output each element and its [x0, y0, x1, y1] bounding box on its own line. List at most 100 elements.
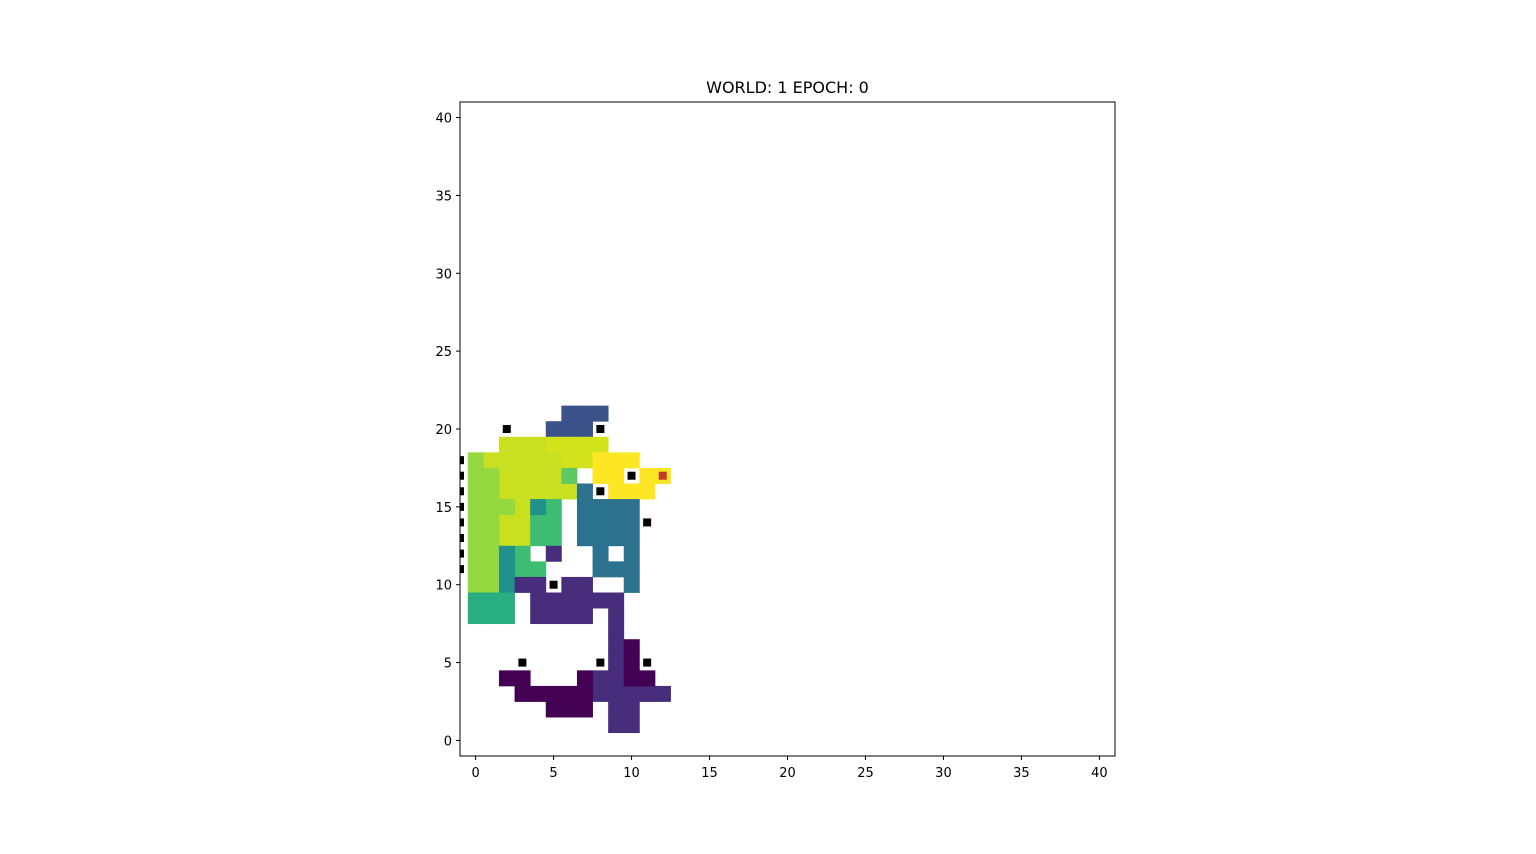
cell-6-17 [561, 467, 578, 484]
cell-5-13 [545, 530, 562, 547]
x-tick-label: 35 [1013, 766, 1030, 781]
cell-4-16 [530, 483, 547, 500]
marker-8-20 [596, 425, 605, 433]
cell-9-17 [608, 467, 625, 484]
cell-4-11 [530, 561, 547, 578]
cell-2-13 [498, 530, 515, 547]
x-tick-label: 30 [935, 766, 952, 781]
cell-7-3 [576, 685, 593, 702]
cell-8-3 [592, 685, 609, 702]
cell-9-6 [608, 639, 625, 656]
cell-1-18 [483, 452, 500, 469]
cell-10-3 [623, 685, 640, 702]
cell-8-11 [592, 561, 609, 578]
marker--1-17 [460, 471, 464, 480]
marker-2-20 [502, 425, 511, 433]
cell-0-13 [467, 530, 484, 547]
cell-6-21 [561, 405, 578, 422]
cell-3-13 [514, 530, 531, 547]
cell-1-15 [483, 499, 500, 516]
cell-2-9 [498, 592, 515, 609]
y-tick-label: 40 [435, 112, 452, 127]
cell-7-4 [576, 670, 593, 687]
cell-2-11 [498, 561, 515, 578]
cell-2-12 [498, 545, 515, 562]
cell-3-10 [514, 576, 531, 593]
cell-7-9 [576, 592, 593, 609]
y-tick-label: 25 [435, 345, 452, 360]
cell-8-21 [592, 405, 609, 422]
cell-7-2 [576, 701, 593, 718]
marker-3-5 [518, 658, 527, 667]
marker-8-16 [596, 487, 605, 496]
cell-10-1 [623, 717, 640, 734]
cell-4-13 [530, 530, 547, 547]
cell-0-11 [467, 561, 484, 578]
x-tick-label: 5 [549, 766, 557, 781]
cell-10-14 [623, 514, 640, 531]
marker--1-15 [460, 502, 464, 511]
cell-3-3 [514, 685, 531, 702]
cell-1-12 [483, 545, 500, 562]
cell-3-18 [514, 452, 531, 469]
cell-11-4 [639, 670, 656, 687]
cell-2-18 [498, 452, 515, 469]
cell-11-17 [639, 467, 656, 484]
cell-7-19 [576, 436, 593, 453]
cell-5-2 [545, 701, 562, 718]
marker-10-17 [627, 471, 636, 480]
cell-9-9 [608, 592, 625, 609]
cell-9-2 [608, 701, 625, 718]
y-tick-label: 30 [435, 267, 452, 282]
x-tick-label: 40 [1091, 766, 1108, 781]
cell-7-13 [576, 530, 593, 547]
y-tick-label: 20 [435, 423, 452, 438]
cell-0-16 [467, 483, 484, 500]
cell-0-14 [467, 514, 484, 531]
cell-5-20 [545, 421, 562, 438]
y-tick-label: 15 [435, 501, 452, 516]
cell-2-10 [498, 576, 515, 593]
cell-10-13 [623, 530, 640, 547]
cell-11-16 [639, 483, 656, 500]
cell-0-18 [467, 452, 484, 469]
cell-9-13 [608, 530, 625, 547]
cell-0-17 [467, 467, 484, 484]
cell-2-8 [498, 608, 515, 625]
cell-10-11 [623, 561, 640, 578]
cell-5-16 [545, 483, 562, 500]
cell-10-6 [623, 639, 640, 656]
cell-8-19 [592, 436, 609, 453]
cell-5-15 [545, 499, 562, 516]
cell-1-8 [483, 608, 500, 625]
cell-1-11 [483, 561, 500, 578]
cell-5-17 [545, 467, 562, 484]
cell-12-3 [654, 685, 671, 702]
marker-5-10 [549, 580, 558, 589]
marker-11-14 [643, 518, 652, 527]
cell-6-16 [561, 483, 578, 500]
cell-2-16 [498, 483, 515, 500]
cell-9-3 [608, 685, 625, 702]
cell-2-15 [498, 499, 515, 516]
y-tick-label: 10 [435, 579, 452, 594]
cell-8-15 [592, 499, 609, 516]
cell-6-20 [561, 421, 578, 438]
cell-11-3 [639, 685, 656, 702]
cell-10-2 [623, 701, 640, 718]
cell-6-2 [561, 701, 578, 718]
cell-3-19 [514, 436, 531, 453]
cell-9-15 [608, 499, 625, 516]
cell-2-4 [498, 670, 515, 687]
cell-10-18 [623, 452, 640, 469]
cell-1-9 [483, 592, 500, 609]
cell-9-4 [608, 670, 625, 687]
cell-2-14 [498, 514, 515, 531]
cell-2-17 [498, 467, 515, 484]
cell-9-5 [608, 654, 625, 671]
x-tick-label: 25 [857, 766, 874, 781]
cell-7-15 [576, 499, 593, 516]
cell-4-9 [530, 592, 547, 609]
cell-9-7 [608, 623, 625, 640]
